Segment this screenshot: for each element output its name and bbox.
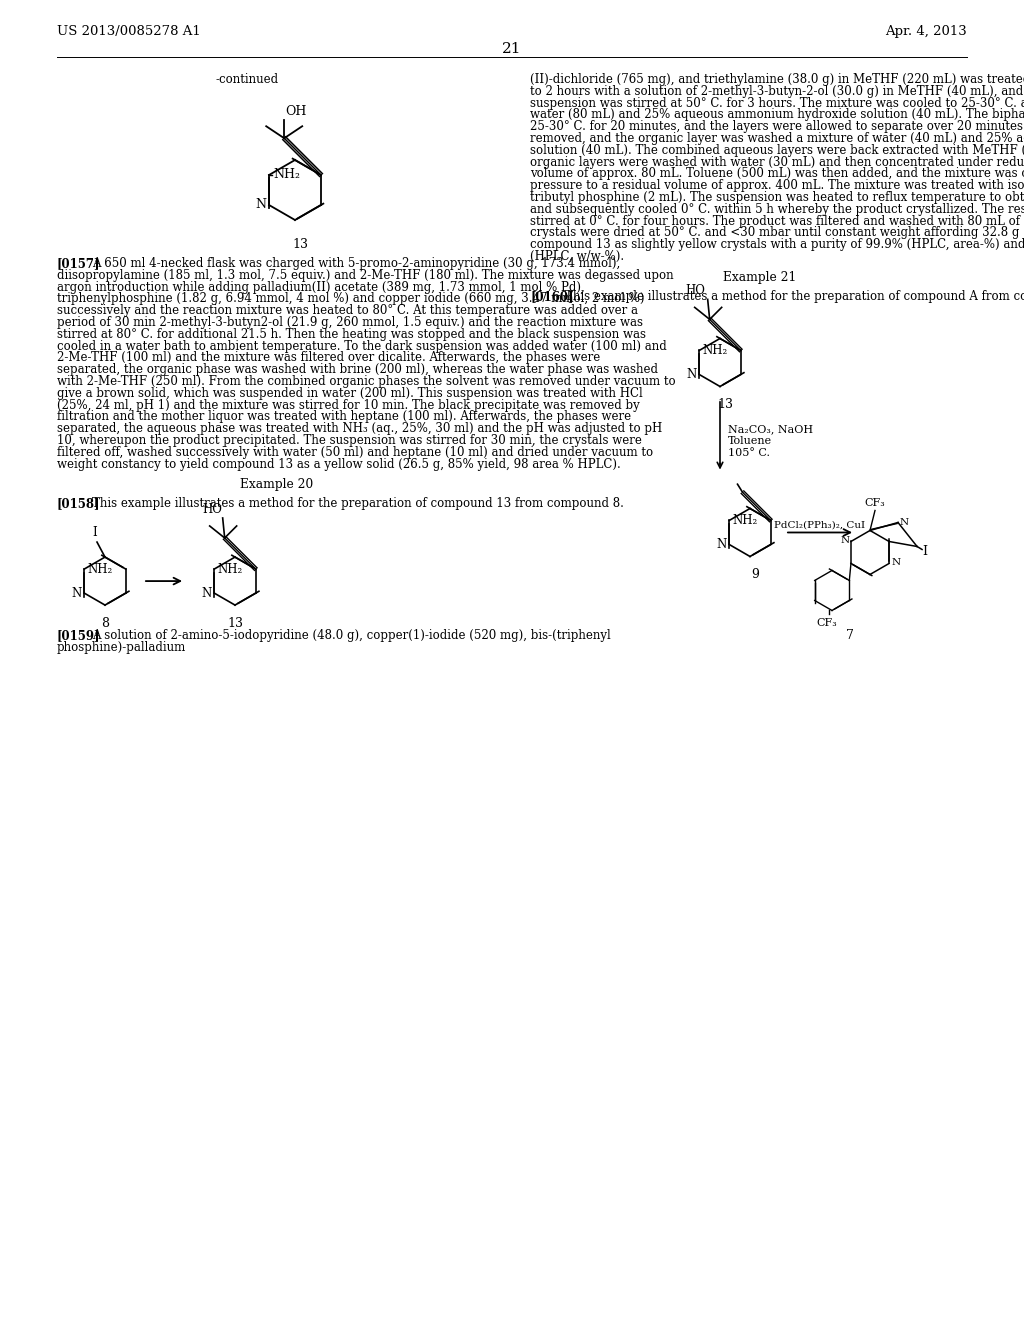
Text: N: N — [716, 539, 726, 550]
Text: phosphine)-palladium: phosphine)-palladium — [57, 642, 186, 653]
Text: NH₂: NH₂ — [217, 562, 243, 576]
Text: N: N — [686, 368, 696, 381]
Text: 13: 13 — [292, 238, 308, 251]
Text: Example 21: Example 21 — [723, 271, 797, 284]
Text: give a brown solid, which was suspended in water (200 ml). This suspension was t: give a brown solid, which was suspended … — [57, 387, 643, 400]
Text: CF₃: CF₃ — [816, 619, 838, 628]
Text: 25-30° C. for 20 minutes, and the layers were allowed to separate over 20 minute: 25-30° C. for 20 minutes, and the layers… — [530, 120, 1024, 133]
Text: stirred at 80° C. for additional 21.5 h. Then the heating was stopped and the bl: stirred at 80° C. for additional 21.5 h.… — [57, 327, 646, 341]
Text: separated, the organic phase was washed with brine (200 ml), whereas the water p: separated, the organic phase was washed … — [57, 363, 658, 376]
Text: NH₂: NH₂ — [702, 345, 727, 356]
Text: filtration and the mother liquor was treated with heptane (100 ml). Afterwards, : filtration and the mother liquor was tre… — [57, 411, 631, 424]
Text: 21: 21 — [502, 42, 522, 55]
Text: (25%, 24 ml, pH 1) and the mixture was stirred for 10 min. The black precipitate: (25%, 24 ml, pH 1) and the mixture was s… — [57, 399, 640, 412]
Text: -continued: -continued — [215, 73, 279, 86]
Text: N: N — [255, 198, 266, 211]
Text: volume of approx. 80 mL. Toluene (500 mL) was then added, and the mixture was co: volume of approx. 80 mL. Toluene (500 mL… — [530, 168, 1024, 181]
Text: separated, the aqueous phase was treated with NH₃ (aq., 25%, 30 ml) and the pH w: separated, the aqueous phase was treated… — [57, 422, 663, 436]
Text: A solution of 2-amino-5-iodopyridine (48.0 g), copper(1)-iodide (520 mg), bis-(t: A solution of 2-amino-5-iodopyridine (48… — [92, 630, 610, 642]
Text: A 650 ml 4-necked flask was charged with 5-promo-2-aminopyridine (30 g, 173.4 mm: A 650 ml 4-necked flask was charged with… — [92, 257, 621, 271]
Text: solution (40 mL). The combined aqueous layers were back extracted with MeTHF (10: solution (40 mL). The combined aqueous l… — [530, 144, 1024, 157]
Text: OH: OH — [286, 106, 306, 119]
Text: PdCl₂(PPh₃)₂, CuI: PdCl₂(PPh₃)₂, CuI — [774, 520, 865, 529]
Text: removed, and the organic layer was washed a mixture of water (40 mL) and 25% aqu: removed, and the organic layer was washe… — [530, 132, 1024, 145]
Text: [0159]: [0159] — [57, 630, 100, 642]
Text: period of 30 min 2-methyl-3-butyn2-ol (21.9 g, 260 mmol, 1.5 equiv.) and the rea: period of 30 min 2-methyl-3-butyn2-ol (2… — [57, 315, 643, 329]
Text: 10, whereupon the product precipitated. The suspension was stirred for 30 min, t: 10, whereupon the product precipitated. … — [57, 434, 642, 447]
Text: N: N — [201, 586, 211, 599]
Text: 9: 9 — [751, 569, 759, 582]
Text: NH₂: NH₂ — [273, 169, 300, 181]
Text: pressure to a residual volume of approx. 400 mL. The mixture was treated with is: pressure to a residual volume of approx.… — [530, 180, 1024, 193]
Text: stirred at 0° C. for four hours. The product was filtered and washed with 80 mL : stirred at 0° C. for four hours. The pro… — [530, 215, 1024, 227]
Text: suspension was stirred at 50° C. for 3 hours. The mixture was cooled to 25-30° C: suspension was stirred at 50° C. for 3 h… — [530, 96, 1024, 110]
Text: This example illustrates a method for the preparation of compound 13 from compou: This example illustrates a method for th… — [92, 498, 624, 511]
Text: cooled in a water bath to ambient temperature. To the dark suspension was added : cooled in a water bath to ambient temper… — [57, 339, 667, 352]
Text: successively and the reaction mixture was heated to 80° C. At this temperature w: successively and the reaction mixture wa… — [57, 304, 638, 317]
Text: argon introduction while adding palladium(II) acetate (389 mg, 1.73 mmol, 1 mol : argon introduction while adding palladiu… — [57, 281, 585, 293]
Text: organic layers were washed with water (30 mL) and then concentrated under reduce: organic layers were washed with water (3… — [530, 156, 1024, 169]
Text: (II)-dichloride (765 mg), and triethylamine (38.0 g) in MeTHF (220 mL) was treat: (II)-dichloride (765 mg), and triethylam… — [530, 73, 1024, 86]
Text: NH₂: NH₂ — [87, 562, 113, 576]
Text: I: I — [922, 545, 927, 558]
Text: triphenylphosphine (1.82 g, 6.94 mmol, 4 mol %) and copper iodide (660 mg, 3.47 : triphenylphosphine (1.82 g, 6.94 mmol, 4… — [57, 293, 644, 305]
Text: Example 20: Example 20 — [241, 478, 313, 491]
Text: diisopropylamine (185 ml, 1.3 mol, 7.5 equiv.) and 2-Me-THF (180 ml). The mixtur: diisopropylamine (185 ml, 1.3 mol, 7.5 e… — [57, 269, 674, 281]
Text: compound 13 as slightly yellow crystals with a purity of 99.9% (HPLC, area-%) an: compound 13 as slightly yellow crystals … — [530, 238, 1024, 251]
Text: 13: 13 — [227, 616, 243, 630]
Text: weight constancy to yield compound 13 as a yellow solid (26.5 g, 85% yield, 98 a: weight constancy to yield compound 13 as… — [57, 458, 621, 471]
Text: Na₂CO₃, NaOH: Na₂CO₃, NaOH — [728, 425, 813, 434]
Text: 2-Me-THF (100 ml) and the mixture was filtered over dicalite. Afterwards, the ph: 2-Me-THF (100 ml) and the mixture was fi… — [57, 351, 600, 364]
Text: to 2 hours with a solution of 2-methyl-3-butyn-2-ol (30.0 g) in MeTHF (40 mL), a: to 2 hours with a solution of 2-methyl-3… — [530, 84, 1024, 98]
Text: N: N — [71, 586, 81, 599]
Text: N: N — [841, 536, 850, 545]
Text: (HPLC, w/w-%).: (HPLC, w/w-%). — [530, 249, 624, 263]
Text: [0158]: [0158] — [57, 498, 100, 511]
Text: US 2013/0085278 A1: US 2013/0085278 A1 — [57, 25, 201, 38]
Text: crystals were dried at 50° C. and <30 mbar until constant weight affording 32.8 : crystals were dried at 50° C. and <30 mb… — [530, 227, 1024, 239]
Text: I: I — [92, 527, 97, 539]
Text: with 2-Me-THF (250 ml). From the combined organic phases the solvent was removed: with 2-Me-THF (250 ml). From the combine… — [57, 375, 676, 388]
Text: HO: HO — [686, 284, 706, 297]
Text: 8: 8 — [101, 616, 109, 630]
Text: and subsequently cooled 0° C. within 5 h whereby the product crystallized. The r: and subsequently cooled 0° C. within 5 h… — [530, 203, 1024, 215]
Text: N: N — [891, 558, 900, 568]
Text: 13: 13 — [717, 399, 733, 412]
Text: tributyl phosphine (2 mL). The suspension was heated to reflux temperature to ob: tributyl phosphine (2 mL). The suspensio… — [530, 191, 1024, 205]
Text: N: N — [900, 517, 909, 527]
Text: This example illustrates a method for the preparation of compound A from compoun: This example illustrates a method for th… — [565, 289, 1024, 302]
Text: [0157]: [0157] — [57, 257, 100, 271]
Text: 105° C.: 105° C. — [728, 449, 770, 458]
Text: NH₂: NH₂ — [732, 513, 758, 527]
Text: Apr. 4, 2013: Apr. 4, 2013 — [886, 25, 967, 38]
Text: Toluene: Toluene — [728, 437, 772, 446]
Text: 7: 7 — [846, 630, 854, 643]
Text: CF₃: CF₃ — [864, 499, 886, 508]
Text: [0160]: [0160] — [530, 289, 573, 302]
Text: filtered off, washed successively with water (50 ml) and heptane (10 ml) and dri: filtered off, washed successively with w… — [57, 446, 653, 459]
Text: HO: HO — [203, 503, 222, 516]
Text: water (80 mL) and 25% aqueous ammonium hydroxide solution (40 mL). The biphasic : water (80 mL) and 25% aqueous ammonium h… — [530, 108, 1024, 121]
